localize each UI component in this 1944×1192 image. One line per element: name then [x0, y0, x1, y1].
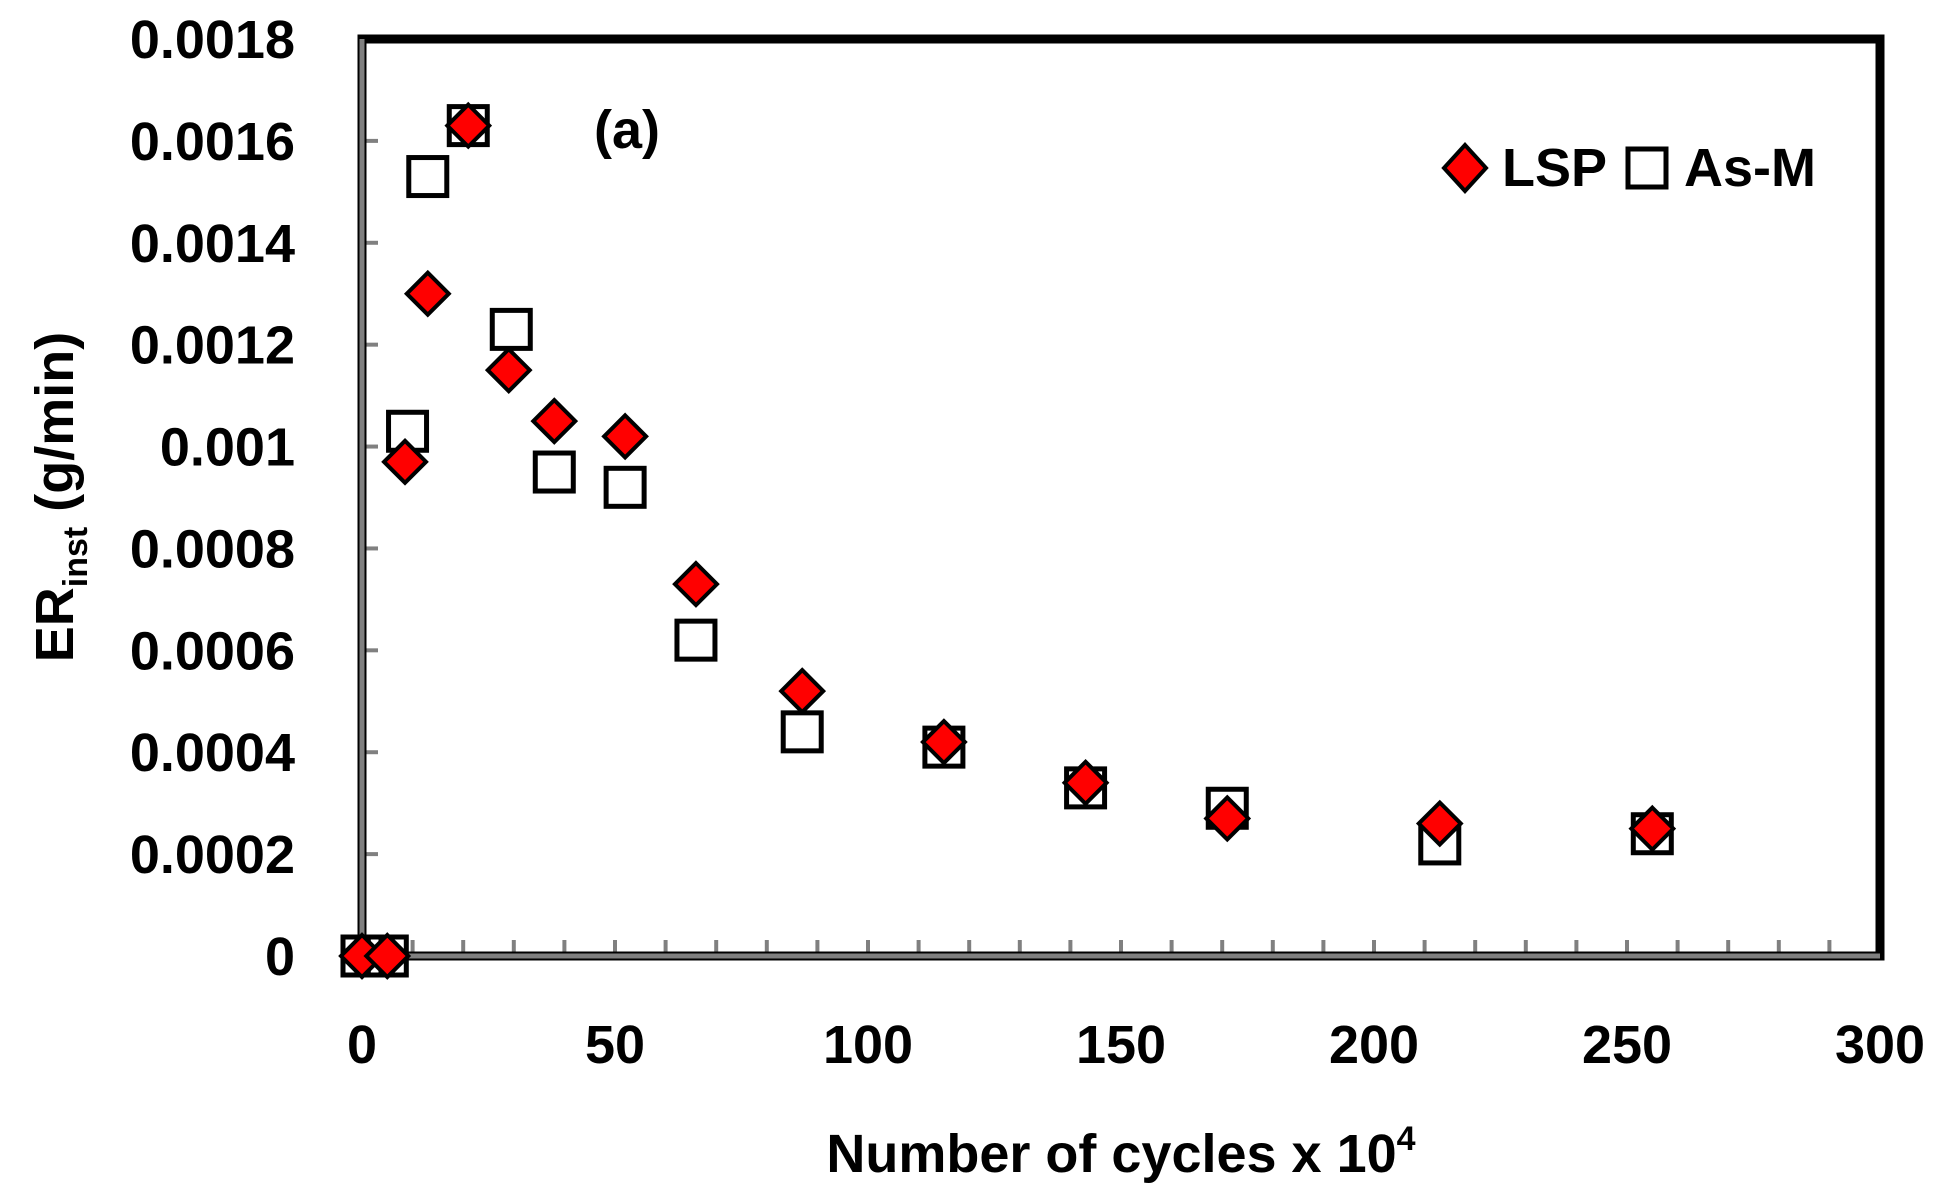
data-markers [338, 101, 1677, 980]
y-tick-labels: 0 0.0002 0.0004 0.0006 0.0008 0.001 0.0012 0.00… [130, 10, 295, 987]
point-lsp [672, 560, 720, 608]
point-lsp [1203, 794, 1252, 843]
x-tick-label: 50 [585, 1015, 645, 1075]
y-tick-label: 0.0012 [130, 316, 295, 376]
point-as-m [489, 307, 533, 351]
y-tick-label: 0.0006 [130, 621, 295, 681]
x-tick-label: 100 [823, 1015, 913, 1075]
legend-asm-label: As-M [1684, 138, 1816, 198]
point-as-m [780, 710, 824, 754]
point-as-m [674, 618, 718, 662]
x-tick-label: 200 [1329, 1015, 1419, 1075]
x-tick-label: 250 [1582, 1015, 1672, 1075]
point-lsp [1061, 758, 1110, 807]
legend: LSP As-M [1441, 138, 1816, 198]
point-lsp [778, 667, 827, 715]
point-as-m [406, 155, 450, 199]
point-lsp [1415, 799, 1464, 848]
y-axis-title-main: ER [25, 587, 85, 662]
x-tick-label: 300 [1835, 1015, 1925, 1075]
point-lsp [484, 346, 533, 394]
point-lsp [920, 718, 968, 766]
legend-lsp-marker [1441, 142, 1489, 194]
x-tick-label: 150 [1076, 1015, 1166, 1075]
y-tick-label: 0.0018 [130, 10, 295, 70]
y-tick-label: 0.001 [160, 418, 295, 478]
y-tick-label: 0.0016 [130, 112, 295, 172]
x-axis-title: Number of cycles x 104 [826, 1120, 1415, 1184]
x-tick-labels: 0 50 100 150 200 250 300 [347, 1015, 1925, 1075]
y-tick-label: 0 [265, 927, 295, 987]
y-tick-label: 0.0008 [130, 519, 295, 579]
legend-lsp-label: LSP [1502, 138, 1607, 198]
point-lsp [444, 101, 493, 150]
x-tick-label: 0 [347, 1015, 377, 1075]
point-lsp [1628, 804, 1677, 853]
x-axis-title-text: Number of cycles x 10 [826, 1124, 1396, 1184]
y-axis-title-subscript: inst [57, 527, 95, 587]
panel-label: (a) [594, 100, 660, 160]
y-tick-label: 0.0014 [130, 214, 295, 274]
point-as-m [532, 450, 576, 494]
point-lsp [403, 269, 452, 318]
y-tick-label: 0.0004 [130, 723, 295, 783]
legend-asm-marker [1625, 146, 1669, 190]
y-axis-title: ERinst (g/min) [25, 332, 95, 662]
y-axis-title-unit: (g/min) [25, 332, 85, 527]
x-axis-title-superscript: 4 [1397, 1120, 1416, 1158]
point-lsp [363, 932, 412, 980]
y-tick-label: 0.0002 [130, 825, 295, 885]
point-lsp [601, 412, 649, 461]
point-lsp [530, 397, 579, 445]
point-as-m [603, 465, 647, 509]
point-lsp [381, 438, 429, 486]
